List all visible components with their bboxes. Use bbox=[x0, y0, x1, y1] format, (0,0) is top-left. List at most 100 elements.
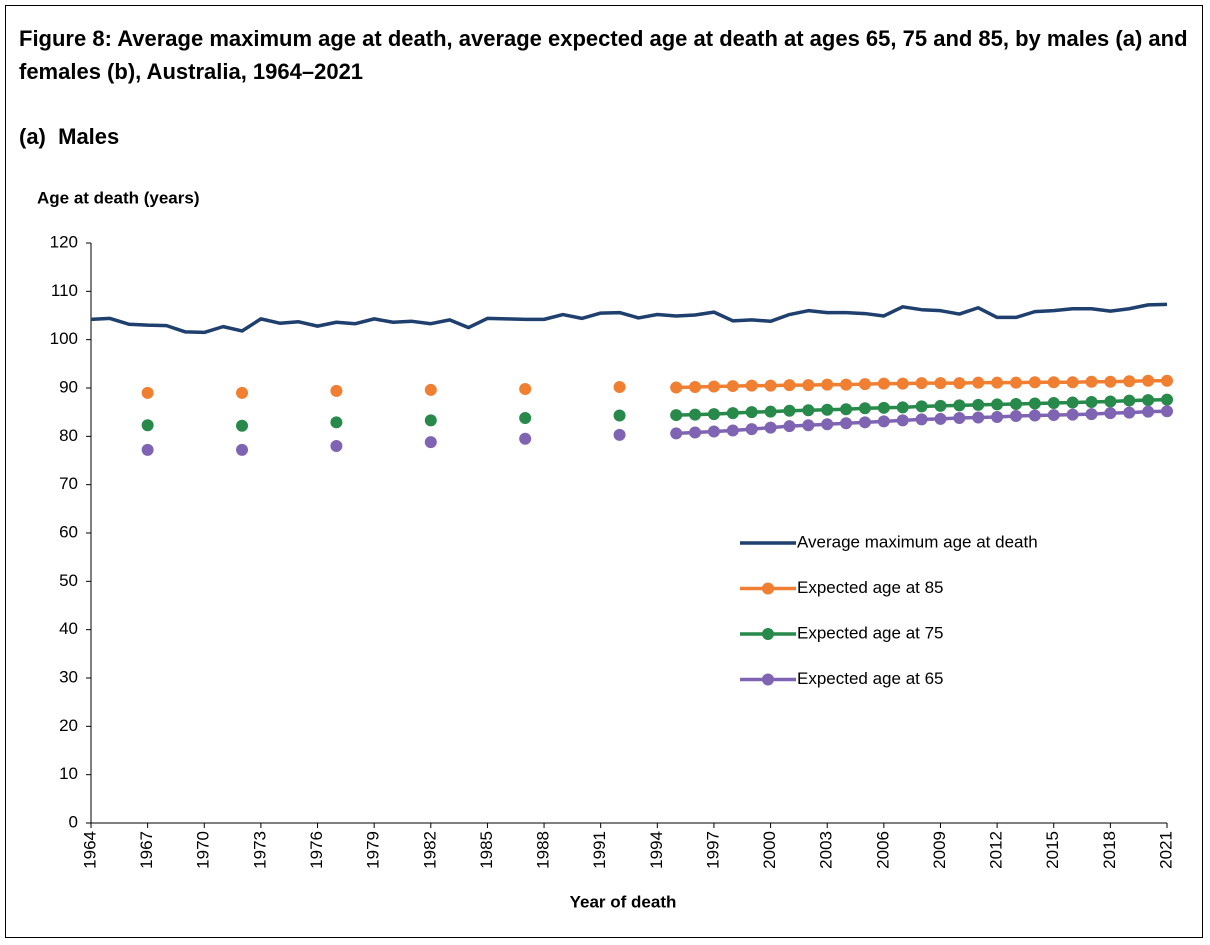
data-point bbox=[726, 424, 739, 437]
data-point bbox=[689, 408, 702, 421]
data-point bbox=[1028, 397, 1041, 410]
data-point bbox=[802, 379, 815, 392]
data-point bbox=[1085, 396, 1098, 409]
data-point bbox=[1085, 375, 1098, 388]
legend-label: Average maximum age at death bbox=[797, 532, 1038, 551]
x-tick-label: 2018 bbox=[1100, 831, 1119, 869]
data-point bbox=[613, 428, 626, 441]
data-point bbox=[821, 378, 834, 391]
y-tick-label: 40 bbox=[59, 619, 78, 638]
y-tick-label: 90 bbox=[59, 377, 78, 396]
data-point bbox=[877, 401, 890, 414]
legend-marker bbox=[762, 628, 774, 640]
y-axis-title: Age at death (years) bbox=[37, 188, 200, 207]
data-point bbox=[745, 423, 758, 436]
x-tick-label: 1985 bbox=[477, 831, 496, 869]
data-point bbox=[953, 411, 966, 424]
data-point bbox=[670, 381, 683, 394]
data-point bbox=[519, 382, 532, 395]
data-point bbox=[972, 398, 985, 411]
data-point bbox=[858, 402, 871, 415]
data-point bbox=[991, 398, 1004, 411]
data-point bbox=[1142, 394, 1155, 407]
data-point bbox=[726, 380, 739, 393]
data-point bbox=[1104, 395, 1117, 408]
data-point bbox=[858, 416, 871, 429]
data-point bbox=[991, 376, 1004, 389]
series-line bbox=[90, 302, 1168, 335]
data-point bbox=[764, 405, 777, 418]
data-point bbox=[1161, 374, 1173, 387]
x-tick-label: 1991 bbox=[590, 831, 609, 869]
data-point bbox=[1123, 394, 1136, 407]
data-point bbox=[330, 384, 343, 397]
x-tick-label: 1979 bbox=[364, 831, 383, 869]
data-point bbox=[745, 379, 758, 392]
legend-label: Expected age at 75 bbox=[797, 623, 944, 642]
data-point bbox=[141, 386, 154, 399]
x-tick-label: 2015 bbox=[1043, 831, 1062, 869]
data-point bbox=[764, 421, 777, 434]
y-tick-label: 50 bbox=[59, 571, 78, 590]
data-point bbox=[670, 409, 683, 422]
data-point bbox=[1047, 396, 1060, 409]
data-point bbox=[934, 377, 947, 390]
x-axis-title: Year of death bbox=[570, 892, 677, 911]
data-point bbox=[670, 427, 683, 440]
y-tick-label: 80 bbox=[59, 426, 78, 445]
y-tick-label: 70 bbox=[59, 474, 78, 493]
data-point bbox=[840, 417, 853, 430]
data-point bbox=[764, 379, 777, 392]
x-tick-label: 1982 bbox=[420, 831, 439, 869]
data-point bbox=[1009, 397, 1022, 410]
data-point bbox=[1028, 376, 1041, 389]
figure-frame bbox=[5, 5, 1203, 938]
data-point bbox=[707, 425, 720, 438]
y-tick-label: 60 bbox=[59, 522, 78, 541]
data-point bbox=[613, 381, 626, 394]
data-point bbox=[915, 413, 928, 426]
data-point bbox=[972, 376, 985, 389]
x-tick-label: 1973 bbox=[250, 831, 269, 869]
x-tick-label: 1976 bbox=[307, 831, 326, 869]
data-point bbox=[745, 406, 758, 419]
data-point bbox=[707, 380, 720, 393]
data-point bbox=[877, 377, 890, 390]
legend-marker bbox=[762, 582, 774, 595]
data-point bbox=[896, 377, 909, 390]
chart-title: Figure 8: Average maximum age at death, … bbox=[19, 26, 1188, 84]
data-point bbox=[1142, 374, 1155, 387]
data-point bbox=[802, 404, 815, 417]
y-tick-label: 30 bbox=[59, 667, 78, 686]
y-tick-label: 110 bbox=[51, 281, 78, 300]
data-point bbox=[840, 403, 853, 416]
data-point bbox=[141, 419, 154, 432]
data-point bbox=[424, 383, 437, 396]
data-point bbox=[896, 401, 909, 414]
x-tick-label: 2003 bbox=[817, 831, 836, 869]
data-point bbox=[953, 399, 966, 412]
legend-label: Expected age at 85 bbox=[797, 578, 944, 597]
data-point bbox=[424, 414, 437, 427]
y-tick-label: 10 bbox=[59, 764, 78, 783]
x-tick-label: 1988 bbox=[534, 831, 553, 869]
data-point bbox=[1161, 405, 1173, 418]
data-point bbox=[1123, 406, 1136, 419]
data-point bbox=[236, 443, 249, 456]
data-point bbox=[141, 443, 154, 456]
data-point bbox=[1009, 410, 1022, 423]
data-point bbox=[1066, 408, 1079, 421]
data-point bbox=[726, 407, 739, 420]
x-tick-label: 2012 bbox=[987, 831, 1006, 869]
x-tick-label: 1994 bbox=[647, 831, 666, 869]
data-point bbox=[1085, 408, 1098, 421]
data-point bbox=[953, 377, 966, 390]
data-point bbox=[424, 436, 437, 449]
y-tick-label: 100 bbox=[50, 329, 78, 348]
data-point bbox=[915, 377, 928, 390]
x-tick-label: 1964 bbox=[80, 831, 99, 869]
data-point bbox=[1142, 405, 1155, 418]
data-point bbox=[330, 440, 343, 452]
